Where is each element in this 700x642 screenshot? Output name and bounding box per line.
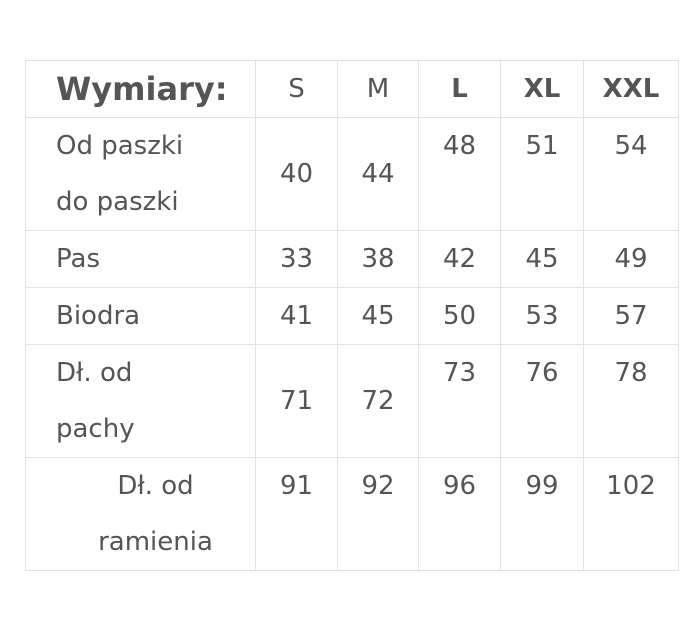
cell: 48 — [418, 117, 501, 231]
size-l: L — [418, 60, 501, 118]
header-label: Wymiary: — [25, 60, 256, 118]
row-label: Od paszki do paszki — [25, 117, 256, 231]
cell: 73 — [418, 344, 501, 458]
cell: 50 — [418, 287, 501, 345]
cell: 45 — [337, 287, 419, 345]
cell: 54 — [583, 117, 679, 231]
row-label-line: Od paszki — [56, 131, 184, 161]
cell: 102 — [583, 457, 679, 571]
cell: 38 — [337, 230, 419, 288]
row-label-line: ramienia — [98, 527, 213, 557]
size-xl: XL — [500, 60, 584, 118]
cell: 49 — [583, 230, 679, 288]
cell: 57 — [583, 287, 679, 345]
table-row: Od paszki do paszki 40 44 48 51 54 — [25, 117, 679, 231]
cell: 51 — [500, 117, 584, 231]
cell: 44 — [337, 117, 419, 231]
size-m: M — [337, 60, 419, 118]
cell: 40 — [255, 117, 338, 231]
cell: 76 — [500, 344, 584, 458]
cell: 78 — [583, 344, 679, 458]
cell: 91 — [255, 457, 338, 571]
cell: 42 — [418, 230, 501, 288]
cell: 53 — [500, 287, 584, 345]
table-row: Pas 33 38 42 45 49 — [25, 230, 679, 288]
table-row: Dł. od pachy 71 72 73 76 78 — [25, 344, 679, 458]
row-label: Dł. od ramienia — [25, 457, 256, 571]
row-label-line: do paszki — [56, 187, 179, 217]
table-row: Biodra 41 45 50 53 57 — [25, 287, 679, 345]
cell: 41 — [255, 287, 338, 345]
table-row: Dł. od ramienia 91 92 96 99 102 — [25, 457, 679, 571]
cell: 71 — [255, 344, 338, 458]
cell: 33 — [255, 230, 338, 288]
row-label: Pas — [25, 230, 256, 288]
cell: 96 — [418, 457, 501, 571]
cell: 99 — [500, 457, 584, 571]
row-label: Dł. od pachy — [25, 344, 256, 458]
size-s: S — [255, 60, 338, 118]
cell: 92 — [337, 457, 419, 571]
size-table: Wymiary: S M L XL XXL Od paszki do paszki… — [25, 60, 679, 571]
row-label-line: Dł. od — [117, 471, 194, 501]
cell: 72 — [337, 344, 419, 458]
size-xxl: XXL — [583, 60, 679, 118]
row-label: Biodra — [25, 287, 256, 345]
header-row: Wymiary: S M L XL XXL — [25, 60, 679, 118]
cell: 45 — [500, 230, 584, 288]
row-label-line: pachy — [56, 414, 135, 444]
row-label-line: Dł. od — [56, 358, 133, 388]
